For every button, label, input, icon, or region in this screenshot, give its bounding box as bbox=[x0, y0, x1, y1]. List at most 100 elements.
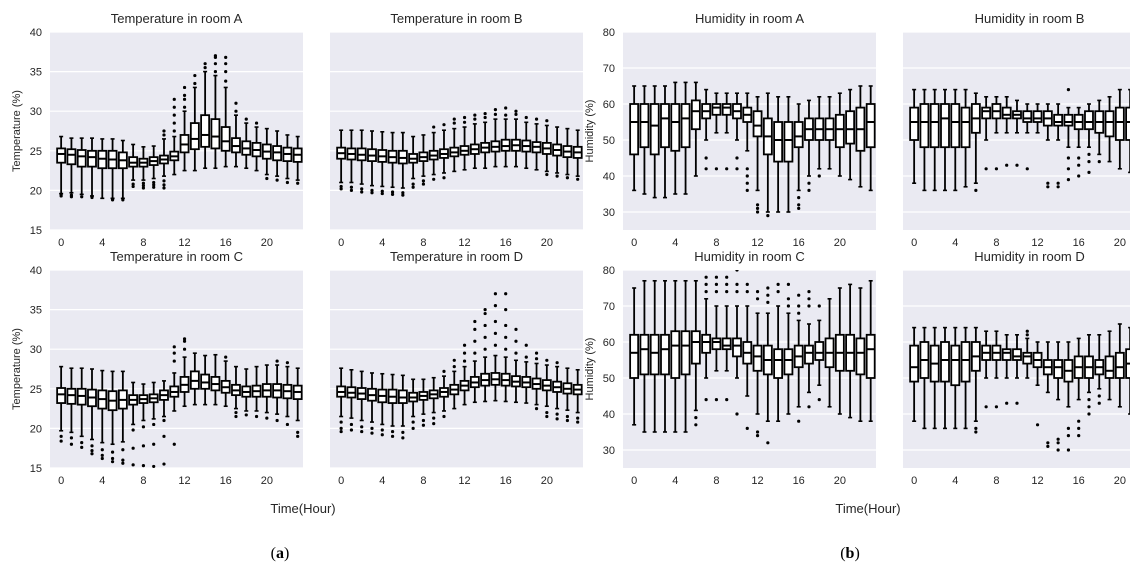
outlier-point bbox=[473, 117, 477, 121]
box-hour-7 bbox=[981, 96, 992, 171]
outlier-point bbox=[786, 304, 791, 308]
x-tick-label: 20 bbox=[1114, 237, 1126, 249]
outlier-point bbox=[421, 179, 426, 183]
box-hour-13 bbox=[1042, 341, 1053, 448]
box-hour-13 bbox=[189, 352, 200, 406]
outlier-point bbox=[162, 186, 166, 190]
iqr-box bbox=[649, 333, 660, 376]
box-hour-21 bbox=[1125, 326, 1130, 415]
iqr-box bbox=[940, 103, 950, 149]
outlier-point bbox=[807, 405, 811, 409]
box-hour-17 bbox=[1084, 103, 1094, 174]
box-hour-22 bbox=[855, 287, 866, 423]
box-hour-18 bbox=[1094, 99, 1105, 164]
outlier-point bbox=[1077, 174, 1081, 178]
outlier-point bbox=[172, 442, 176, 446]
box-hour-0 bbox=[629, 85, 640, 192]
box-hour-7 bbox=[408, 135, 419, 189]
box-hour-12 bbox=[459, 343, 470, 406]
box-hour-16 bbox=[793, 293, 804, 423]
y-axis-label: Temperature (%) bbox=[11, 90, 23, 172]
box-hour-13 bbox=[469, 113, 480, 170]
box-hour-15 bbox=[490, 292, 501, 402]
iqr-box bbox=[629, 103, 640, 156]
iqr-box bbox=[1114, 106, 1125, 141]
box-hour-17 bbox=[231, 101, 241, 168]
iqr-box bbox=[1022, 110, 1033, 123]
iqr-box bbox=[649, 103, 660, 156]
outlier-point bbox=[545, 414, 549, 419]
box-hour-18 bbox=[241, 117, 252, 170]
box-hour-4 bbox=[950, 326, 961, 430]
outlier-point bbox=[807, 290, 811, 294]
box-hour-17 bbox=[804, 290, 814, 409]
outlier-point bbox=[80, 445, 84, 450]
x-tick-label: 16 bbox=[1073, 475, 1085, 487]
outlier-point bbox=[390, 429, 395, 434]
box-hour-19 bbox=[824, 297, 835, 408]
outlier-point bbox=[90, 444, 94, 448]
box-hour-23 bbox=[572, 129, 583, 181]
box-hour-3 bbox=[367, 372, 377, 435]
outlier-point bbox=[504, 106, 508, 110]
box-hour-15 bbox=[783, 96, 794, 213]
x-tick-label: 4 bbox=[672, 475, 678, 487]
outlier-point bbox=[203, 66, 207, 70]
box-hour-7 bbox=[408, 378, 419, 430]
outlier-point bbox=[755, 297, 760, 301]
box-hour-9 bbox=[721, 275, 732, 402]
outlier-point bbox=[224, 55, 228, 59]
iqr-box bbox=[721, 337, 732, 351]
box-hour-8 bbox=[711, 92, 722, 171]
x-tick-label: 8 bbox=[993, 237, 999, 249]
iqr-box bbox=[960, 341, 971, 383]
box-hour-23 bbox=[865, 85, 876, 192]
box-hour-4 bbox=[97, 138, 108, 200]
y-tick-label: 40 bbox=[30, 265, 42, 277]
box-hour-8 bbox=[418, 134, 429, 186]
box-hour-0 bbox=[909, 326, 920, 423]
outlier-point bbox=[483, 308, 487, 312]
box-hour-23 bbox=[292, 367, 303, 438]
outlier-point bbox=[90, 195, 94, 200]
box-hour-13 bbox=[762, 92, 773, 218]
box-hour-10 bbox=[1012, 333, 1022, 405]
iqr-box bbox=[711, 337, 722, 351]
box-hour-4 bbox=[97, 369, 108, 461]
y-axis-label: Humidity (%) bbox=[584, 338, 596, 401]
outlier-point bbox=[442, 123, 446, 127]
box-hour-22 bbox=[855, 85, 866, 188]
outlier-point bbox=[162, 183, 166, 187]
outlier-point bbox=[797, 304, 801, 308]
box-hour-0 bbox=[56, 365, 67, 443]
chart-panel-7: Humidity in room D 0 4 8 12 16 20 bbox=[903, 249, 1130, 487]
iqr-box bbox=[1053, 113, 1064, 127]
outlier-point bbox=[984, 405, 988, 409]
outlier-point bbox=[786, 297, 791, 301]
box-hour-9 bbox=[1001, 96, 1012, 167]
outlier-point bbox=[555, 417, 559, 421]
boxes bbox=[909, 323, 1130, 452]
box-hour-6 bbox=[970, 92, 981, 192]
box-hour-10 bbox=[439, 123, 449, 180]
x-tick-label: 16 bbox=[220, 237, 232, 249]
outlier-point bbox=[524, 115, 528, 120]
box-hour-6 bbox=[397, 131, 408, 197]
box-hour-1 bbox=[346, 129, 357, 192]
box-hour-7 bbox=[701, 88, 712, 171]
outlier-point bbox=[483, 323, 487, 328]
outlier-point bbox=[234, 410, 238, 415]
outlier-point bbox=[745, 181, 749, 185]
iqr-box bbox=[950, 344, 961, 387]
iqr-box bbox=[855, 337, 866, 376]
iqr-box bbox=[670, 330, 681, 379]
box-hour-19 bbox=[251, 365, 262, 419]
box-hour-18 bbox=[1094, 333, 1105, 405]
box-hour-8 bbox=[991, 330, 1002, 409]
box-hour-8 bbox=[138, 383, 149, 468]
box-hour-11 bbox=[449, 117, 460, 173]
box-hour-5 bbox=[960, 326, 971, 430]
iqr-box bbox=[200, 114, 211, 148]
outlier-point bbox=[452, 121, 456, 125]
